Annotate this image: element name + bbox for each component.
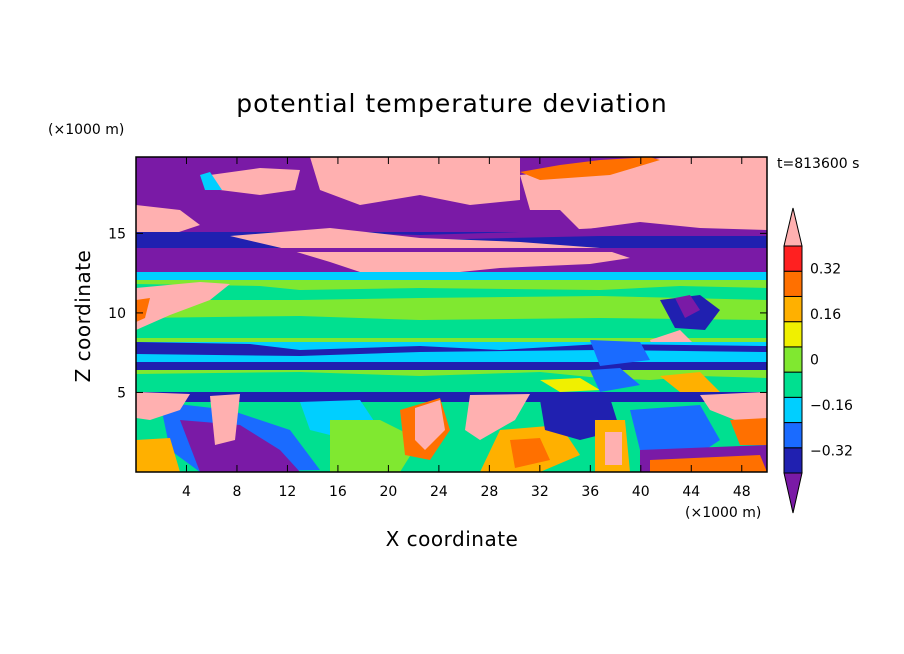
plot-frame <box>135 156 768 473</box>
x-tick-label: 28 <box>480 484 498 500</box>
y-tick-label: 15 <box>108 226 126 242</box>
y-axis-label: Z coordinate <box>71 250 95 383</box>
colorbar-swatch <box>783 346 803 373</box>
x-axis-label: X coordinate <box>386 527 519 551</box>
x-ticks: 4 8 12 16 20 24 28 32 36 40 44 48 <box>182 157 751 500</box>
colorbar: 0.32 0.16 0 −0.16 −0.32 <box>783 207 853 514</box>
y-ticks: 5 10 15 <box>108 226 767 401</box>
x-tick-label: 48 <box>733 484 751 500</box>
x-tick-label: 44 <box>682 484 700 500</box>
colorbar-label: −0.32 <box>810 443 853 459</box>
x-tick-label: 16 <box>329 484 347 500</box>
x-tick-label: 8 <box>232 484 241 500</box>
time-label: t=813600 s <box>777 156 859 172</box>
colorbar-swatch <box>783 245 803 272</box>
colorbar-bottom-triangle <box>783 472 803 514</box>
colorbar-swatch <box>783 371 803 398</box>
x-tick-label: 12 <box>279 484 297 500</box>
colorbar-label: 0 <box>810 353 819 369</box>
colorbar-top-triangle <box>783 207 803 247</box>
y-tick-label: 10 <box>108 306 126 322</box>
colorbar-swatch <box>783 396 803 424</box>
x-unit-label: (×1000 m) <box>685 505 761 521</box>
colorbar-swatch <box>783 270 803 297</box>
x-tick-label: 32 <box>531 484 549 500</box>
y-unit-label: (×1000 m) <box>48 122 124 138</box>
x-tick-label: 4 <box>182 484 191 500</box>
x-tick-label: 24 <box>430 484 448 500</box>
x-tick-label: 40 <box>632 484 650 500</box>
colorbar-label: −0.16 <box>810 398 853 414</box>
contour-field <box>136 157 767 472</box>
colorbar-swatch <box>783 321 803 348</box>
colorbar-swatch <box>783 447 803 474</box>
colorbar-label: 0.32 <box>810 262 841 278</box>
colorbar-swatch <box>783 422 803 449</box>
colorbar-swatch <box>783 295 803 323</box>
x-tick-label: 36 <box>581 484 599 500</box>
y-tick-label: 5 <box>117 385 126 401</box>
colorbar-label: 0.16 <box>810 307 841 323</box>
chart-title: potential temperature deviation <box>236 89 667 118</box>
x-tick-label: 20 <box>379 484 397 500</box>
